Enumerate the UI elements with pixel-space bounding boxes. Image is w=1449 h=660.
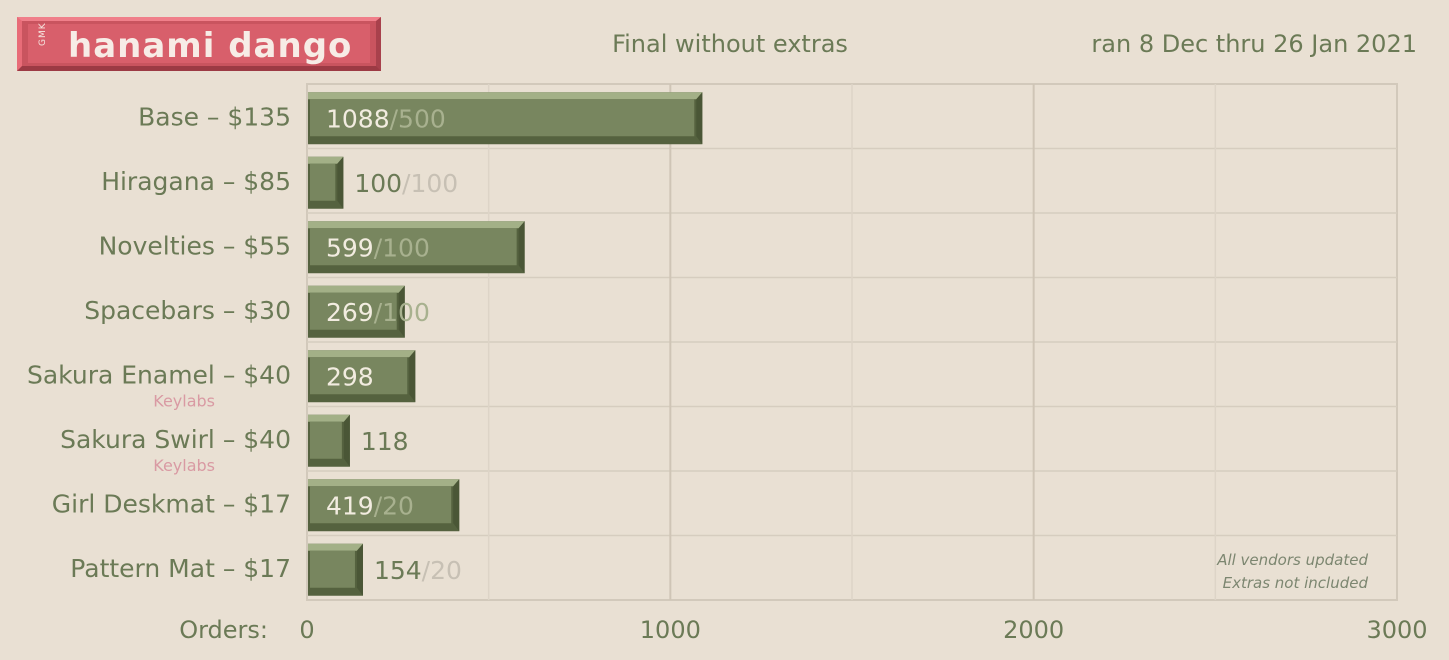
- category-label: Spacebars – $30: [84, 296, 291, 325]
- logo: GMK hanami dango: [17, 17, 381, 71]
- category-label: Pattern Mat – $17: [70, 554, 291, 583]
- category-label: Base – $135: [138, 102, 291, 131]
- chart-subtitle: Final without extras: [612, 30, 848, 58]
- bar-bevel-top: [308, 92, 703, 100]
- category-label: Sakura Swirl – $40: [60, 425, 291, 454]
- bar-group: 599/100: [308, 221, 525, 274]
- category-label: Hiragana – $85: [101, 167, 291, 196]
- bar-group: 419/20: [308, 479, 460, 532]
- bar-group: 118: [308, 414, 409, 467]
- category-label: Girl Deskmat – $17: [52, 489, 291, 518]
- bar-group: 298: [308, 350, 416, 403]
- bar-value-label: 100/100: [354, 169, 458, 198]
- bar-bevel-top: [308, 350, 416, 358]
- bar-value-label: 419/20: [326, 491, 414, 520]
- bar-bevel-top: [308, 285, 405, 293]
- bar-bevel-right: [398, 285, 405, 338]
- bar-target: /500: [390, 104, 446, 133]
- bar-bevel-right: [356, 543, 363, 596]
- category-note: Keylabs: [153, 456, 215, 475]
- bar-group: 269/100: [308, 285, 430, 338]
- bar-face: [310, 550, 355, 588]
- x-tick-label: 0: [299, 616, 314, 644]
- bar-bevel-right: [409, 350, 416, 403]
- bar-value: 100: [354, 169, 402, 198]
- logo-text: hanami dango: [68, 26, 353, 66]
- bar-value-label: 269/100: [326, 298, 430, 327]
- bar-face: [310, 99, 695, 137]
- bar-value: 1088: [326, 104, 390, 133]
- x-axis-title: Orders:: [179, 616, 268, 644]
- bar-target: /100: [374, 298, 430, 327]
- bar-bevel-top: [308, 221, 525, 229]
- bar-value-label: 154/20: [374, 556, 462, 585]
- bar-bevel-top: [308, 543, 363, 551]
- bar-bevel-top: [308, 156, 344, 164]
- bar-value-label: 599/100: [326, 233, 430, 262]
- category-note: Keylabs: [153, 391, 215, 410]
- bar-face: [310, 163, 336, 201]
- bar-value: 269: [326, 298, 374, 327]
- bar-target: /100: [402, 169, 458, 198]
- bar-value: 298: [326, 362, 374, 391]
- logo-keycap: GMK hanami dango: [28, 22, 370, 66]
- date-range: ran 8 Dec thru 26 Jan 2021: [1091, 30, 1417, 58]
- bar-value: 154: [374, 556, 422, 585]
- bar-bevel-right: [453, 479, 460, 532]
- x-tick-label: 1000: [640, 616, 701, 644]
- bar-value: 599: [326, 233, 374, 262]
- bar-group: 100/100: [308, 156, 458, 209]
- bar-value-label: 1088/500: [326, 104, 446, 133]
- chart-annotation: Extras not included: [1223, 574, 1369, 592]
- bar-value-label: 298: [326, 362, 374, 391]
- bar-bevel-right: [518, 221, 525, 274]
- bar-target: /20: [374, 491, 414, 520]
- bar-face: [310, 486, 452, 524]
- bar-target: /100: [374, 233, 430, 262]
- x-tick-label: 2000: [1003, 616, 1064, 644]
- x-tick-label: 3000: [1366, 616, 1427, 644]
- bar-value-label: 118: [361, 427, 409, 456]
- bar-target: /20: [422, 556, 462, 585]
- category-label: Novelties – $55: [99, 231, 291, 260]
- bar-bevel-right: [343, 414, 350, 467]
- bar-value: 419: [326, 491, 374, 520]
- bar-face: [310, 357, 408, 395]
- bar-face: [310, 292, 397, 330]
- bar-bevel-top: [308, 414, 350, 422]
- bar-face: [310, 228, 517, 266]
- bar-group: 154/20: [308, 543, 462, 596]
- bar-bevel-top: [308, 479, 460, 487]
- bar-face: [310, 421, 342, 459]
- bar-bevel-right: [337, 156, 344, 209]
- category-label: Sakura Enamel – $40: [27, 360, 291, 389]
- bar-group: 1088/500: [308, 92, 703, 145]
- bar-bevel-right: [696, 92, 703, 145]
- bar-value: 118: [361, 427, 409, 456]
- chart-annotation: All vendors updated: [1216, 551, 1368, 569]
